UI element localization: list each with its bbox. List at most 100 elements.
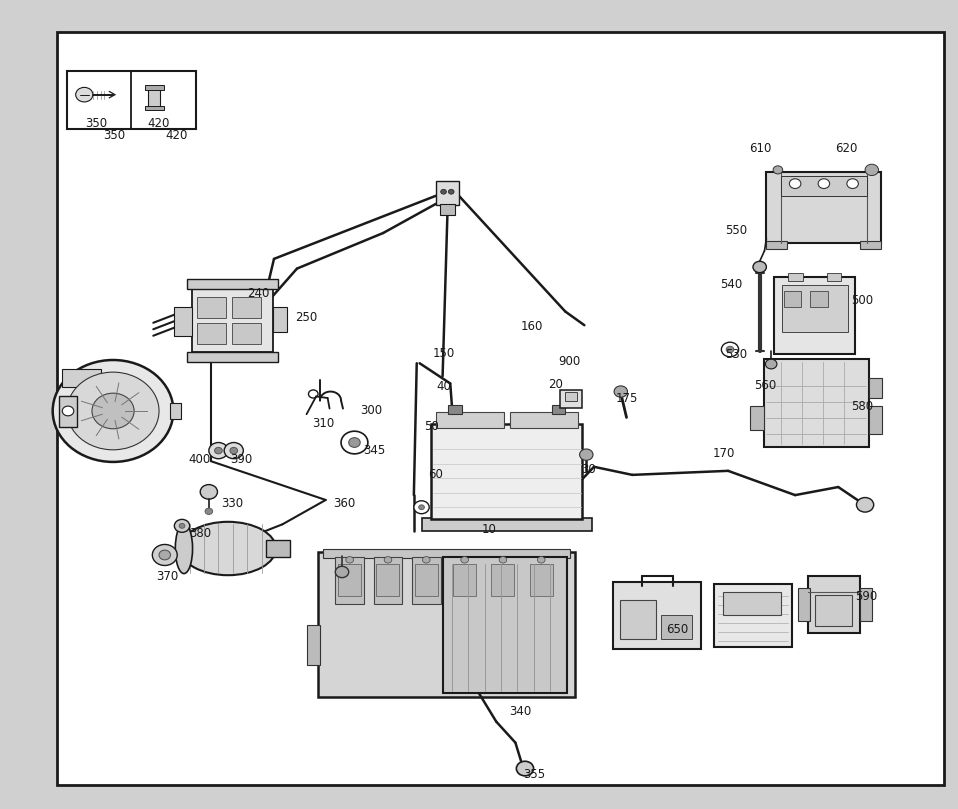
Bar [620,600,656,639]
Bar [422,518,592,531]
Bar [374,557,402,604]
Text: 20: 20 [548,378,563,391]
Bar [565,392,577,401]
Bar [510,412,578,428]
Bar [808,576,860,633]
Text: 175: 175 [616,392,638,404]
Bar [450,557,479,604]
Bar [443,557,567,693]
Bar [453,564,476,596]
Circle shape [422,557,430,563]
Circle shape [847,179,858,188]
Bar [530,564,553,596]
Bar [192,289,273,352]
Circle shape [789,179,801,188]
Bar [784,291,801,307]
Bar [714,584,792,647]
Text: 160: 160 [520,320,542,332]
Text: 580: 580 [851,400,873,413]
Bar [187,279,278,289]
Circle shape [76,87,93,102]
Bar [489,557,517,604]
Circle shape [335,566,349,578]
Bar [781,176,867,196]
Text: 400: 400 [189,453,211,466]
Ellipse shape [175,523,193,574]
Circle shape [200,485,217,499]
Bar [197,323,226,344]
Bar [431,424,582,519]
Circle shape [516,761,534,776]
Circle shape [230,447,238,454]
Bar [448,404,462,414]
Text: 390: 390 [230,453,252,466]
Circle shape [448,189,454,194]
Text: 30: 30 [582,463,596,476]
Text: 310: 310 [312,417,334,430]
Circle shape [726,346,734,353]
Bar [318,552,575,697]
Bar [145,106,164,110]
Bar [782,285,848,332]
Text: 650: 650 [666,623,688,636]
Circle shape [224,443,243,459]
Circle shape [499,557,507,563]
Text: 345: 345 [363,444,385,457]
Text: 420: 420 [147,117,170,130]
Bar [815,595,852,626]
Circle shape [308,390,318,398]
Text: 240: 240 [247,287,269,300]
Bar [338,564,361,596]
Bar [59,396,77,427]
Bar [170,403,181,419]
Text: 380: 380 [189,527,211,540]
Bar [613,582,701,649]
Circle shape [152,544,177,565]
Circle shape [53,360,173,462]
Bar [436,181,459,205]
Text: 340: 340 [509,705,531,718]
Circle shape [349,438,360,447]
Text: 355: 355 [523,768,545,781]
Circle shape [419,505,424,510]
Bar [376,564,399,596]
Bar [307,625,320,665]
Bar [774,277,855,354]
Bar [335,557,364,604]
Text: 350: 350 [103,129,125,142]
Bar [810,291,828,307]
Bar [187,352,278,362]
Bar [764,359,869,447]
Bar [860,241,881,249]
Bar [145,85,164,90]
Text: 620: 620 [835,142,857,155]
Circle shape [753,261,766,273]
Circle shape [414,501,429,514]
Circle shape [62,406,74,416]
Bar [174,307,192,336]
Circle shape [384,557,392,563]
Bar [766,241,787,249]
Text: 300: 300 [360,404,382,417]
Circle shape [179,523,185,528]
Bar [661,615,692,639]
Text: 560: 560 [754,379,776,392]
Text: 530: 530 [725,348,747,361]
Circle shape [580,449,593,460]
Circle shape [818,179,830,188]
Bar [197,297,226,318]
Circle shape [865,164,878,176]
Text: 150: 150 [433,347,455,360]
Bar [436,412,504,428]
Text: 540: 540 [720,278,742,291]
Ellipse shape [180,522,276,575]
Text: 170: 170 [713,447,735,460]
Text: 360: 360 [333,497,355,510]
Text: 900: 900 [559,355,581,368]
Circle shape [346,557,354,563]
Circle shape [209,443,228,459]
Circle shape [461,557,468,563]
Text: 50: 50 [424,420,439,433]
Bar [232,297,261,318]
Bar [869,378,882,398]
